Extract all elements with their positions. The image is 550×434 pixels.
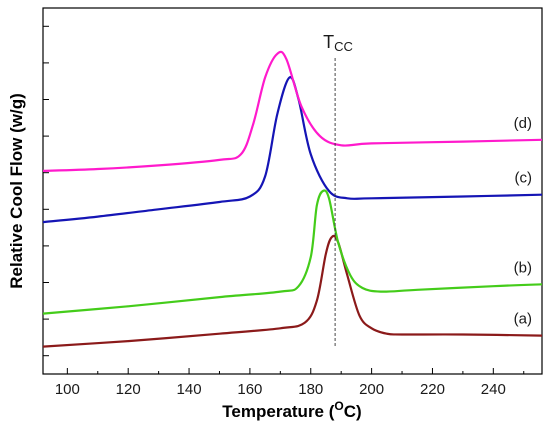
x-axis-ticks: 100 120 140 160 180 200 220 240: [55, 368, 525, 398]
x-tick-label: 200: [359, 381, 384, 398]
x-tick-label: 100: [55, 381, 80, 398]
tcc-sub: CC: [334, 39, 353, 54]
series-line-4: [42, 50, 543, 172]
x-axis-title-main: Temperature (: [222, 402, 334, 421]
series-label-3: (c): [515, 170, 533, 187]
plot-frame: [42, 7, 543, 375]
series-line-3: [42, 76, 543, 224]
x-tick-label: 220: [420, 381, 445, 398]
series-label-4: (d): [514, 115, 532, 132]
x-axis-title-unit: C): [344, 402, 362, 421]
series-line-1: [42, 234, 543, 348]
tcc-main: T: [323, 32, 334, 52]
x-tick-label: 140: [177, 381, 202, 398]
x-tick-label: 120: [116, 381, 141, 398]
x-tick-label: 240: [481, 381, 506, 398]
series-line-2: [42, 189, 543, 315]
y-axis-title: Relative Cool Flow (w/g): [7, 93, 26, 289]
series-label-2: (b): [514, 259, 532, 276]
x-tick-label: 160: [237, 381, 262, 398]
y-axis-ticks: [43, 25, 49, 357]
series-label-1: (a): [514, 311, 532, 328]
x-axis-title: Temperature (OC): [222, 399, 361, 421]
series-labels: (a) (b) (c) (d): [514, 115, 532, 328]
series-layer: [42, 50, 543, 348]
x-axis-title-super: O: [334, 399, 343, 413]
x-tick-label: 180: [298, 381, 323, 398]
tcc-label: TCC: [323, 32, 353, 54]
